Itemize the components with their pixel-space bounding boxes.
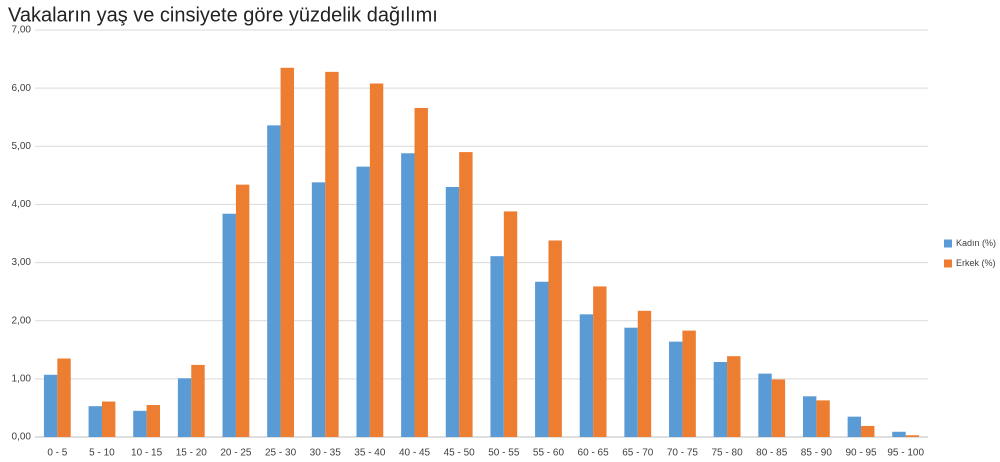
bar <box>637 310 652 437</box>
bar <box>624 327 638 437</box>
y-tick-label: 7,00 <box>12 25 32 36</box>
bar <box>280 67 294 438</box>
bar <box>459 152 473 437</box>
x-tick-label: 40 - 45 <box>399 448 431 459</box>
bar <box>847 416 862 437</box>
bar <box>548 240 562 437</box>
bar <box>369 83 384 438</box>
x-tick-label: 30 - 35 <box>310 448 342 459</box>
legend-label: Erkek (%) <box>956 258 996 268</box>
bar <box>593 286 607 437</box>
x-tick-label: 20 - 25 <box>220 448 252 459</box>
chart-title: Vakaların yaş ve cinsiyete göre yüzdelik… <box>8 4 438 26</box>
bar <box>905 435 920 437</box>
x-tick-label: 50 - 55 <box>488 448 520 459</box>
x-tick-label: 90 - 95 <box>845 448 877 459</box>
bar <box>802 396 817 437</box>
bar <box>267 125 281 438</box>
x-tick-label: 75 - 80 <box>712 448 744 459</box>
bar <box>490 256 504 437</box>
legend-swatch <box>944 239 952 248</box>
bar <box>503 211 518 437</box>
x-tick-label: 80 - 85 <box>756 448 788 459</box>
bar <box>101 401 116 437</box>
bar <box>727 356 741 437</box>
bar <box>57 358 71 437</box>
bar <box>713 361 728 437</box>
bar <box>177 378 192 437</box>
bar <box>414 107 428 437</box>
bar <box>311 182 326 437</box>
y-tick-label: 6,00 <box>12 83 32 94</box>
bar <box>816 400 830 437</box>
bar <box>758 373 772 437</box>
y-tick-label: 1,00 <box>12 373 32 384</box>
bar <box>146 405 161 437</box>
x-tick-label: 85 - 90 <box>801 448 833 459</box>
x-tick-label: 25 - 30 <box>265 448 297 459</box>
x-tick-label: 5 - 10 <box>89 448 115 459</box>
bar <box>535 281 549 437</box>
y-tick-label: 5,00 <box>12 141 32 152</box>
bar <box>579 314 594 437</box>
bar <box>43 374 58 437</box>
bar <box>861 425 875 437</box>
bar <box>445 186 460 437</box>
legend-swatch <box>944 259 952 268</box>
legend-label: Kadın (%) <box>956 238 996 248</box>
bar <box>133 410 147 437</box>
x-tick-label: 0 - 5 <box>47 448 67 459</box>
bar <box>401 153 415 437</box>
y-tick-label: 4,00 <box>12 199 32 210</box>
bar <box>892 431 906 437</box>
bar <box>682 330 696 437</box>
bar <box>235 184 250 437</box>
bar <box>669 341 683 437</box>
x-tick-label: 60 - 65 <box>578 448 610 459</box>
x-tick-label: 35 - 40 <box>354 448 386 459</box>
y-tick-label: 3,00 <box>12 257 32 268</box>
bar <box>356 166 370 437</box>
x-tick-label: 95 - 100 <box>887 448 924 459</box>
x-tick-label: 70 - 75 <box>667 448 699 459</box>
y-tick-label: 2,00 <box>12 315 32 326</box>
x-tick-label: 10 - 15 <box>131 448 163 459</box>
bar <box>771 379 786 437</box>
x-tick-label: 45 - 50 <box>444 448 476 459</box>
bar <box>325 71 339 437</box>
bar <box>88 406 102 437</box>
x-tick-label: 15 - 20 <box>176 448 208 459</box>
y-tick-label: 0,00 <box>12 432 32 443</box>
bar <box>191 364 205 437</box>
x-tick-label: 55 - 60 <box>533 448 565 459</box>
bar <box>222 213 236 437</box>
x-tick-label: 65 - 70 <box>622 448 654 459</box>
